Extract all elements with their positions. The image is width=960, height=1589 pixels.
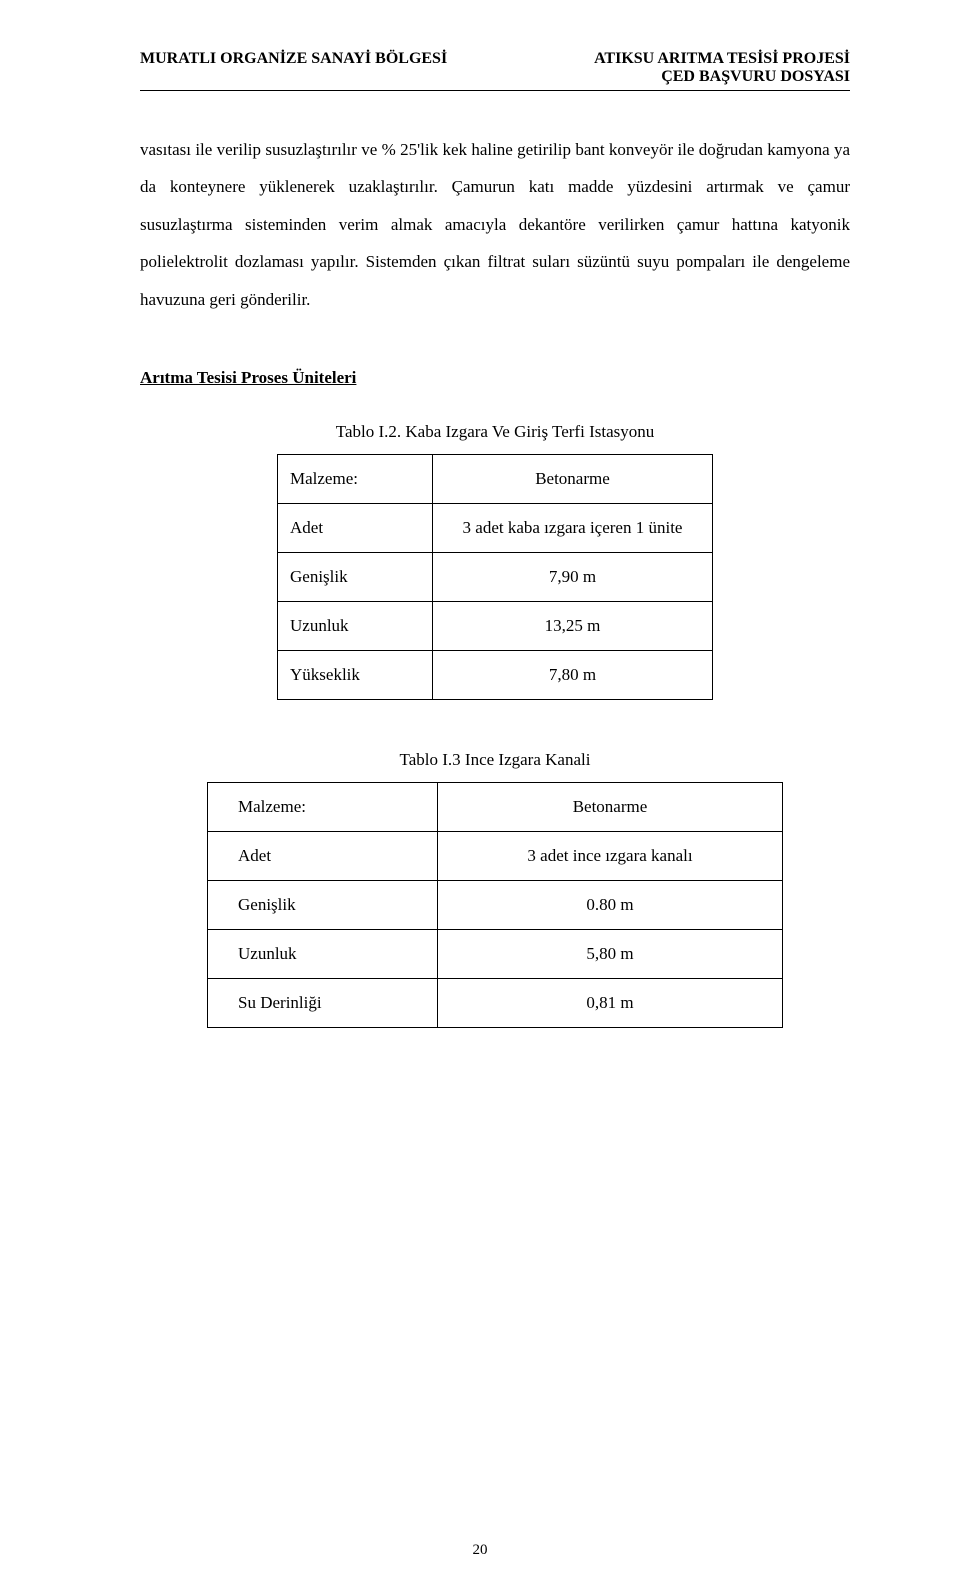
cell-value: 3 adet ince ızgara kanalı xyxy=(438,831,783,880)
section-title: Arıtma Tesisi Proses Üniteleri xyxy=(140,368,850,388)
table2-caption: Tablo I.3 Ince Izgara Kanali xyxy=(140,750,850,770)
table-row: Su Derinliği 0,81 m xyxy=(208,978,783,1027)
cell-label: Malzeme: xyxy=(208,782,438,831)
cell-value: Betonarme xyxy=(433,454,713,503)
table-row: Adet 3 adet ince ızgara kanalı xyxy=(208,831,783,880)
cell-label: Adet xyxy=(278,503,433,552)
header-right-line1: ATIKSU ARITMA TESİSİ PROJESİ xyxy=(594,50,850,68)
table-row: Uzunluk 13,25 m xyxy=(278,601,713,650)
table2-wrap: Malzeme: Betonarme Adet 3 adet ince ızga… xyxy=(140,782,850,1028)
cell-label: Genişlik xyxy=(278,552,433,601)
cell-value: 7,80 m xyxy=(433,650,713,699)
table-row: Adet 3 adet kaba ızgara içeren 1 ünite xyxy=(278,503,713,552)
body-paragraph: vasıtası ile verilip susuzlaştırılır ve … xyxy=(140,131,850,318)
page-header: MURATLI ORGANİZE SANAYİ BÖLGESİ ATIKSU A… xyxy=(140,50,850,86)
table-row: Genişlik 7,90 m xyxy=(278,552,713,601)
cell-label: Genişlik xyxy=(208,880,438,929)
header-right: ATIKSU ARITMA TESİSİ PROJESİ ÇED BAŞVURU… xyxy=(594,50,850,86)
cell-value: 0.80 m xyxy=(438,880,783,929)
cell-label: Malzeme: xyxy=(278,454,433,503)
cell-value: 0,81 m xyxy=(438,978,783,1027)
table-row: Yükseklik 7,80 m xyxy=(278,650,713,699)
cell-label: Adet xyxy=(208,831,438,880)
cell-value: Betonarme xyxy=(438,782,783,831)
cell-value: 3 adet kaba ızgara içeren 1 ünite xyxy=(433,503,713,552)
cell-label: Uzunluk xyxy=(208,929,438,978)
header-rule xyxy=(140,90,850,91)
cell-value: 7,90 m xyxy=(433,552,713,601)
table1: Malzeme: Betonarme Adet 3 adet kaba ızga… xyxy=(277,454,713,700)
page: MURATLI ORGANİZE SANAYİ BÖLGESİ ATIKSU A… xyxy=(0,0,960,1589)
table-row: Malzeme: Betonarme xyxy=(208,782,783,831)
table-row: Malzeme: Betonarme xyxy=(278,454,713,503)
cell-value: 13,25 m xyxy=(433,601,713,650)
table1-caption: Tablo I.2. Kaba Izgara Ve Giriş Terfi Is… xyxy=(140,422,850,442)
cell-value: 5,80 m xyxy=(438,929,783,978)
cell-label: Su Derinliği xyxy=(208,978,438,1027)
header-left: MURATLI ORGANİZE SANAYİ BÖLGESİ xyxy=(140,50,447,68)
header-right-line2: ÇED BAŞVURU DOSYASI xyxy=(594,68,850,86)
cell-label: Uzunluk xyxy=(278,601,433,650)
table-row: Genişlik 0.80 m xyxy=(208,880,783,929)
page-number: 20 xyxy=(0,1542,960,1559)
table1-wrap: Malzeme: Betonarme Adet 3 adet kaba ızga… xyxy=(140,454,850,700)
table-row: Uzunluk 5,80 m xyxy=(208,929,783,978)
cell-label: Yükseklik xyxy=(278,650,433,699)
table2: Malzeme: Betonarme Adet 3 adet ince ızga… xyxy=(207,782,783,1028)
